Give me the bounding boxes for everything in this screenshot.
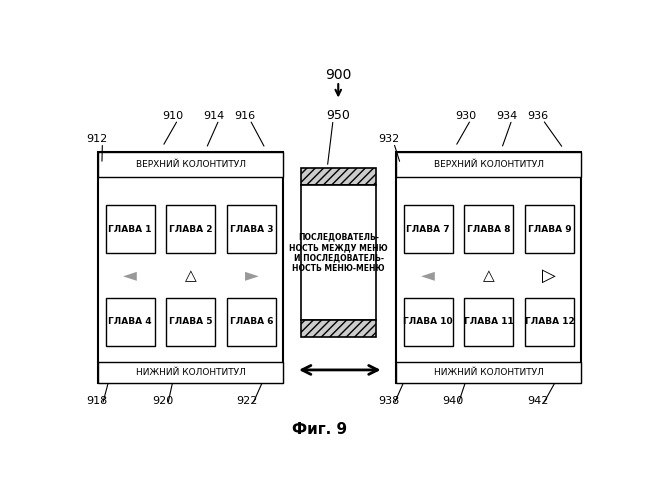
Text: 950: 950 bbox=[326, 110, 350, 122]
Text: НИЖНИЙ КОЛОНТИТУЛ: НИЖНИЙ КОЛОНТИТУЛ bbox=[434, 368, 544, 378]
Text: ГЛАВА 6: ГЛАВА 6 bbox=[229, 317, 273, 326]
Text: ГЛАВА 12: ГЛАВА 12 bbox=[524, 317, 574, 326]
Text: ГЛАВА 9: ГЛАВА 9 bbox=[528, 224, 572, 234]
Bar bbox=[301, 320, 376, 337]
Bar bbox=[404, 205, 453, 253]
Text: ГЛАВА 2: ГЛАВА 2 bbox=[169, 224, 213, 234]
Text: ГЛАВА 8: ГЛАВА 8 bbox=[467, 224, 511, 234]
Text: 934: 934 bbox=[496, 111, 517, 121]
Text: 910: 910 bbox=[162, 111, 184, 121]
Text: △: △ bbox=[185, 268, 197, 283]
Text: 932: 932 bbox=[378, 134, 399, 144]
Text: 942: 942 bbox=[527, 396, 548, 406]
Text: 912: 912 bbox=[87, 134, 108, 144]
Text: 940: 940 bbox=[442, 396, 463, 406]
Text: НИЖНИЙ КОЛОНТИТУЛ: НИЖНИЙ КОЛОНТИТУЛ bbox=[136, 368, 246, 378]
Bar bbox=[105, 205, 154, 253]
Bar bbox=[227, 205, 276, 253]
Bar bbox=[301, 185, 376, 320]
Bar bbox=[396, 152, 581, 384]
Bar bbox=[105, 298, 154, 346]
Text: 900: 900 bbox=[325, 68, 351, 82]
Text: ГЛАВА 7: ГЛАВА 7 bbox=[406, 224, 450, 234]
Bar bbox=[464, 205, 513, 253]
Text: ВЕРХНИЙ КОЛОНТИТУЛ: ВЕРХНИЙ КОЛОНТИТУЛ bbox=[136, 160, 246, 170]
Text: ГЛАВА 1: ГЛАВА 1 bbox=[108, 224, 152, 234]
Bar bbox=[227, 298, 276, 346]
Text: 938: 938 bbox=[378, 396, 399, 406]
Text: ГЛАВА 4: ГЛАВА 4 bbox=[108, 317, 152, 326]
Text: 916: 916 bbox=[234, 111, 255, 121]
Text: ГЛАВА 5: ГЛАВА 5 bbox=[169, 317, 213, 326]
Text: ►: ► bbox=[245, 266, 259, 284]
Bar bbox=[464, 298, 513, 346]
Bar bbox=[404, 298, 453, 346]
Bar bbox=[396, 152, 581, 178]
Text: ▷: ▷ bbox=[542, 266, 556, 284]
Bar bbox=[98, 362, 283, 384]
Text: 920: 920 bbox=[152, 396, 173, 406]
Bar bbox=[166, 205, 215, 253]
Bar bbox=[166, 298, 215, 346]
Bar bbox=[525, 205, 574, 253]
Text: ГЛАВА 11: ГЛАВА 11 bbox=[464, 317, 514, 326]
Text: ПОСЛЕДОВАТЕЛЬ-
НОСТЬ МЕЖДУ МЕНЮ
И ПОСЛЕДОВАТЕЛЬ-
НОСТЬ МЕНЮ-МЕНЮ: ПОСЛЕДОВАТЕЛЬ- НОСТЬ МЕЖДУ МЕНЮ И ПОСЛЕД… bbox=[289, 232, 388, 272]
Text: 936: 936 bbox=[527, 111, 548, 121]
Bar bbox=[98, 152, 283, 178]
Bar bbox=[525, 298, 574, 346]
Text: 930: 930 bbox=[455, 111, 476, 121]
Text: Фиг. 9: Фиг. 9 bbox=[292, 422, 347, 437]
Text: ◄: ◄ bbox=[421, 266, 435, 284]
Text: ВЕРХНИЙ КОЛОНТИТУЛ: ВЕРХНИЙ КОЛОНТИТУЛ bbox=[434, 160, 544, 170]
Bar bbox=[396, 362, 581, 384]
Text: ГЛАВА 10: ГЛАВА 10 bbox=[403, 317, 453, 326]
Text: ◄: ◄ bbox=[123, 266, 137, 284]
Bar bbox=[301, 168, 376, 185]
Text: 922: 922 bbox=[237, 396, 258, 406]
Bar bbox=[98, 152, 283, 384]
Text: 914: 914 bbox=[204, 111, 225, 121]
Text: ГЛАВА 3: ГЛАВА 3 bbox=[229, 224, 273, 234]
Text: 918: 918 bbox=[87, 396, 108, 406]
Text: △: △ bbox=[483, 268, 495, 283]
